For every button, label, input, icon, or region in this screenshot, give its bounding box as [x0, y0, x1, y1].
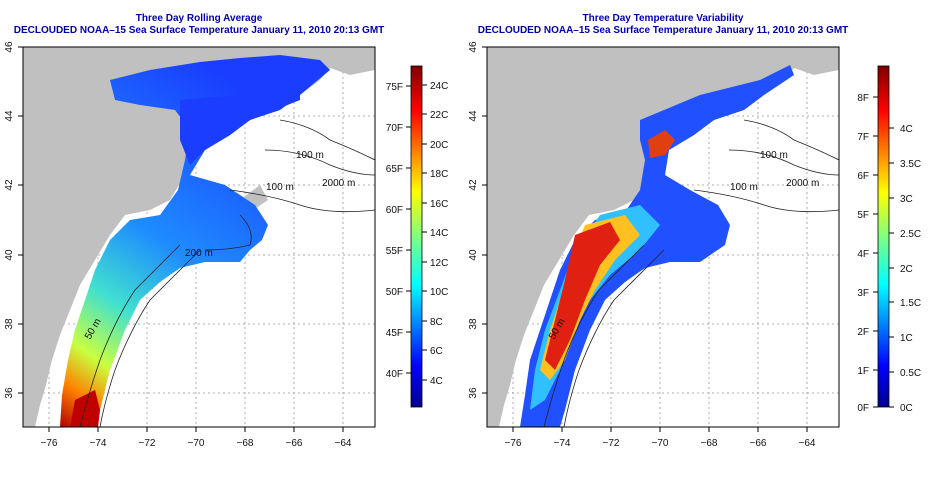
left-lon-tick: −64 — [335, 438, 352, 449]
left-cb-c: 8C — [430, 317, 443, 328]
left-contour-label-3: 2000 m — [322, 178, 355, 189]
left-sst-field — [60, 55, 330, 427]
left-lat-tick: 44 — [4, 110, 15, 122]
right-lat-tick: 44 — [468, 110, 479, 122]
right-cb-f: 4F — [857, 249, 869, 260]
right-lat-tick: 38 — [468, 318, 479, 330]
right-lon-tick: −68 — [701, 438, 718, 449]
left-cb-c: 12C — [430, 258, 448, 269]
right-lat-tick: 42 — [468, 179, 479, 191]
left-contours — [79, 119, 375, 427]
left-lon-tick: −74 — [90, 438, 107, 449]
right-cb-c: 2.5C — [900, 229, 921, 240]
right-cb-f: 7F — [857, 132, 869, 143]
right-lon-tick: −70 — [652, 438, 669, 449]
right-cb-f: 0F — [857, 403, 869, 414]
right-cb-f: 8F — [857, 93, 869, 104]
right-lat-tick: 40 — [468, 249, 479, 261]
left-contour-label-2: 100 m — [266, 182, 294, 193]
left-lon-tick: −72 — [139, 438, 156, 449]
right-lon-tick: −64 — [799, 438, 816, 449]
right-cb-c: 0.5C — [900, 368, 921, 379]
left-lon-axis: −76 −74 −72 −70 −68 −66 −64 — [41, 427, 352, 449]
left-lon-tick: −70 — [188, 438, 205, 449]
right-cb-f: 2F — [857, 327, 869, 338]
right-cb-f: 6F — [857, 171, 869, 182]
left-cb-c: 24C — [430, 81, 448, 92]
right-lat-tick: 36 — [468, 387, 479, 399]
right-cb-c: 1.5C — [900, 298, 921, 309]
left-cb-f: 45F — [386, 328, 403, 339]
left-cb-c: 20C — [430, 140, 448, 151]
left-cb-c: 4C — [430, 376, 443, 387]
right-variability-field — [520, 65, 794, 427]
left-lat-tick: 38 — [4, 318, 15, 330]
left-lon-tick: −76 — [41, 438, 58, 449]
left-lat-axis: 46 44 42 40 38 36 — [4, 41, 23, 399]
right-cb-f: 5F — [857, 210, 869, 221]
right-cb-c: 2C — [900, 264, 913, 275]
right-contour-label-2: 100 m — [730, 182, 758, 193]
right-cb-c: 4C — [900, 124, 913, 135]
left-map: 100 m 100 m 2000 m 200 m 50 m −76 −74 −7… — [4, 41, 376, 449]
right-lon-tick: −72 — [603, 438, 620, 449]
left-cb-f: 65F — [386, 164, 403, 175]
right-contour-label-1: 100 m — [760, 150, 788, 161]
left-cb-c: 6C — [430, 346, 443, 357]
left-land — [23, 47, 375, 427]
right-cb-c: 1C — [900, 333, 913, 344]
left-cb-f: 55F — [386, 246, 403, 257]
left-colorbar: 75F 70F 65F 60F 55F 50F 45F 40F 24C 22C … — [386, 65, 448, 408]
right-cb-c: 3C — [900, 194, 913, 205]
left-cb-c: 10C — [430, 287, 448, 298]
right-land — [487, 47, 839, 427]
right-lon-tick: −66 — [750, 438, 767, 449]
left-cb-f: 75F — [386, 82, 403, 93]
right-cb-c: 0C — [900, 403, 913, 414]
left-cb-f: 70F — [386, 123, 403, 134]
left-frame — [22, 46, 376, 428]
left-cb-f: 60F — [386, 205, 403, 216]
right-colorbar: 8F 7F 6F 5F 4F 3F 2F 1F 0F 4C 3.5C 3C 2.… — [857, 65, 921, 414]
right-lon-tick: −74 — [554, 438, 571, 449]
left-cb-f: 50F — [386, 287, 403, 298]
right-lat-tick: 46 — [468, 41, 479, 53]
right-cb-f: 3F — [857, 288, 869, 299]
right-date-line: DECLOUDED NOAA–15 Sea Surface Temperatur… — [478, 25, 849, 36]
right-title: Three Day Temperature Variability — [583, 13, 744, 24]
right-contour-label-3: 2000 m — [786, 178, 819, 189]
left-lat-tick: 40 — [4, 249, 15, 261]
left-title: Three Day Rolling Average — [136, 13, 263, 24]
right-lat-axis: 46 44 42 40 38 36 — [468, 41, 487, 399]
left-cb-c: 14C — [430, 228, 448, 239]
right-lon-axis: −76 −74 −72 −70 −68 −66 −64 — [505, 427, 816, 449]
right-cb-f: 1F — [857, 366, 869, 377]
left-lon-tick: −68 — [237, 438, 254, 449]
left-lat-tick: 42 — [4, 179, 15, 191]
left-lon-tick: −66 — [286, 438, 303, 449]
left-cb-c: 18C — [430, 169, 448, 180]
left-lat-tick: 46 — [4, 41, 15, 53]
left-cb-c: 16C — [430, 199, 448, 210]
right-cb-c: 3.5C — [900, 159, 921, 170]
left-lat-tick: 36 — [4, 387, 15, 399]
left-contour-label-1: 100 m — [296, 150, 324, 161]
right-map: 100 m 100 m 2000 m 50 m −76 −74 −72 −70 … — [468, 41, 840, 449]
left-date-line: DECLOUDED NOAA–15 Sea Surface Temperatur… — [14, 25, 385, 36]
right-lon-tick: −76 — [505, 438, 522, 449]
left-cb-f: 40F — [386, 369, 403, 380]
right-contours — [543, 119, 839, 427]
right-frame — [486, 46, 840, 428]
left-contour-label-4: 200 m — [185, 248, 213, 259]
left-cb-c: 22C — [430, 110, 448, 121]
